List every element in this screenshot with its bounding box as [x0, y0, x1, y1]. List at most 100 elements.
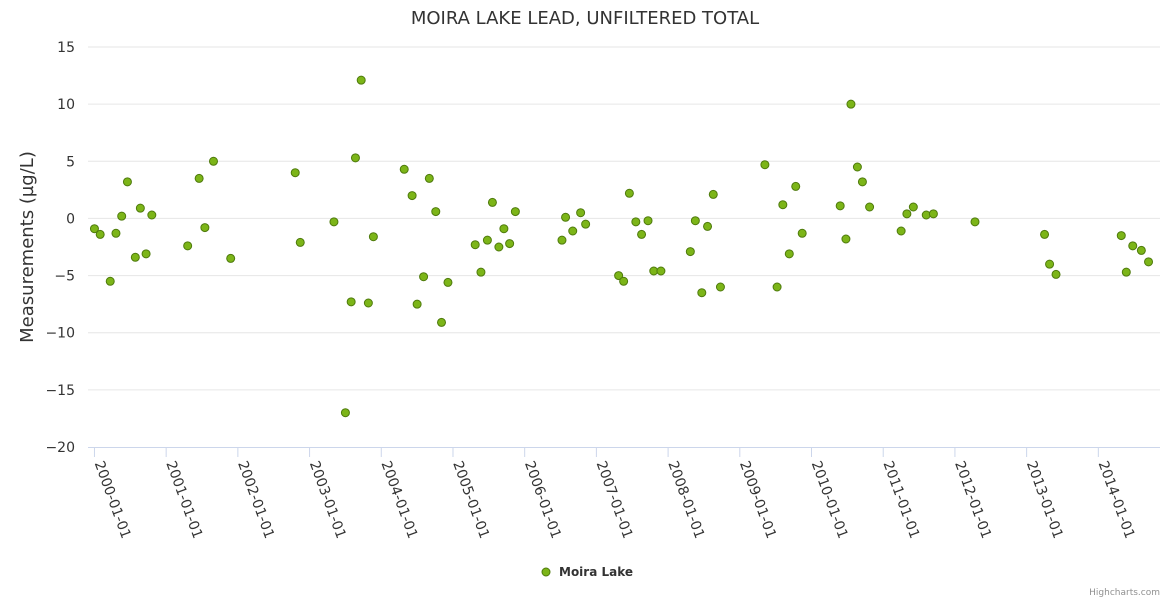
data-point[interactable] — [200, 223, 210, 233]
y-tick-label: −20 — [45, 440, 75, 456]
data-point[interactable] — [896, 226, 906, 236]
data-point[interactable] — [902, 209, 912, 219]
data-point[interactable] — [105, 276, 115, 286]
data-point[interactable] — [111, 228, 121, 238]
data-point[interactable] — [346, 297, 356, 307]
data-point[interactable] — [419, 272, 429, 282]
data-point[interactable] — [183, 241, 193, 251]
data-point[interactable] — [928, 209, 938, 219]
data-point[interactable] — [685, 247, 695, 257]
data-point[interactable] — [772, 282, 782, 292]
data-point[interactable] — [857, 177, 867, 187]
data-point[interactable] — [797, 228, 807, 238]
data-point[interactable] — [1144, 257, 1154, 267]
data-point[interactable] — [499, 224, 509, 234]
data-point[interactable] — [1116, 231, 1126, 241]
legend-item-moira-lake[interactable]: Moira Lake — [559, 565, 633, 579]
data-point[interactable] — [412, 299, 422, 309]
data-point[interactable] — [470, 240, 480, 250]
data-point[interactable] — [487, 197, 497, 207]
data-point[interactable] — [760, 160, 770, 170]
x-tick-label: 2008-01-01 — [664, 459, 707, 541]
data-point[interactable] — [908, 202, 918, 212]
data-point[interactable] — [147, 210, 157, 220]
data-point[interactable] — [624, 188, 634, 198]
data-point[interactable] — [494, 242, 504, 252]
data-point[interactable] — [841, 234, 851, 244]
data-point[interactable] — [482, 235, 492, 245]
data-point[interactable] — [778, 200, 788, 210]
data-point[interactable] — [407, 191, 417, 201]
data-point[interactable] — [656, 266, 666, 276]
data-point[interactable] — [614, 271, 624, 281]
data-point[interactable] — [576, 208, 586, 218]
data-point[interactable] — [852, 162, 862, 172]
x-tick-label: 2010-01-01 — [808, 459, 851, 541]
x-tick-label: 2014-01-01 — [1095, 459, 1138, 541]
data-point[interactable] — [424, 173, 434, 183]
legend[interactable]: Moira Lake — [541, 565, 633, 579]
data-point[interactable] — [443, 277, 453, 287]
data-point[interactable] — [340, 408, 350, 418]
data-point[interactable] — [194, 173, 204, 183]
data-point[interactable] — [208, 156, 218, 166]
data-point[interactable] — [290, 168, 300, 178]
data-point[interactable] — [226, 253, 236, 263]
data-point[interactable] — [1040, 229, 1050, 239]
data-point[interactable] — [122, 177, 132, 187]
data-point[interactable] — [846, 99, 856, 109]
y-tick-label: −10 — [45, 326, 75, 342]
data-point[interactable] — [356, 75, 366, 85]
data-point[interactable] — [437, 317, 447, 327]
data-point[interactable] — [581, 219, 591, 229]
data-point[interactable] — [637, 229, 647, 239]
y-tick-label: 5 — [66, 154, 75, 170]
data-point[interactable] — [363, 298, 373, 308]
data-point[interactable] — [791, 181, 801, 191]
data-point[interactable] — [697, 288, 707, 298]
data-point[interactable] — [135, 203, 145, 213]
data-point[interactable] — [399, 164, 409, 174]
data-point[interactable] — [561, 212, 571, 222]
data-point[interactable] — [690, 216, 700, 226]
data-point[interactable] — [970, 217, 980, 227]
legend-marker-icon[interactable] — [541, 567, 551, 577]
x-tick-label: 2012-01-01 — [951, 459, 994, 541]
data-point[interactable] — [643, 216, 653, 226]
x-tick-label: 2003-01-01 — [306, 459, 349, 541]
highcharts-credit[interactable]: Highcharts.com — [1089, 588, 1160, 598]
data-point[interactable] — [568, 226, 578, 236]
data-point[interactable] — [130, 252, 140, 262]
data-point[interactable] — [476, 267, 486, 277]
gridlines — [88, 46, 1160, 391]
data-point[interactable] — [95, 229, 105, 239]
data-point[interactable] — [835, 201, 845, 211]
data-point[interactable] — [431, 207, 441, 217]
data-point[interactable] — [368, 232, 378, 242]
data-point[interactable] — [784, 249, 794, 259]
data-point[interactable] — [557, 235, 567, 245]
data-point[interactable] — [510, 207, 520, 217]
data-point[interactable] — [865, 202, 875, 212]
data-point[interactable] — [1051, 269, 1061, 279]
data-point[interactable] — [631, 217, 641, 227]
data-point[interactable] — [921, 210, 931, 220]
data-point[interactable] — [350, 153, 360, 163]
data-point[interactable] — [715, 282, 725, 292]
data-point[interactable] — [141, 249, 151, 259]
x-tick-label: 2011-01-01 — [879, 459, 922, 541]
data-point[interactable] — [117, 211, 127, 221]
data-point[interactable] — [708, 189, 718, 199]
y-tick-label: −15 — [45, 383, 75, 399]
data-point[interactable] — [1121, 267, 1131, 277]
data-point[interactable] — [89, 224, 99, 234]
data-point[interactable] — [505, 239, 515, 249]
data-point[interactable] — [1136, 245, 1146, 255]
data-point[interactable] — [1128, 241, 1138, 251]
data-point[interactable] — [1045, 259, 1055, 269]
x-tick-label: 2001-01-01 — [162, 459, 205, 541]
data-point[interactable] — [703, 221, 713, 231]
data-point[interactable] — [329, 217, 339, 227]
data-point[interactable] — [295, 237, 305, 247]
data-point[interactable] — [619, 276, 629, 286]
